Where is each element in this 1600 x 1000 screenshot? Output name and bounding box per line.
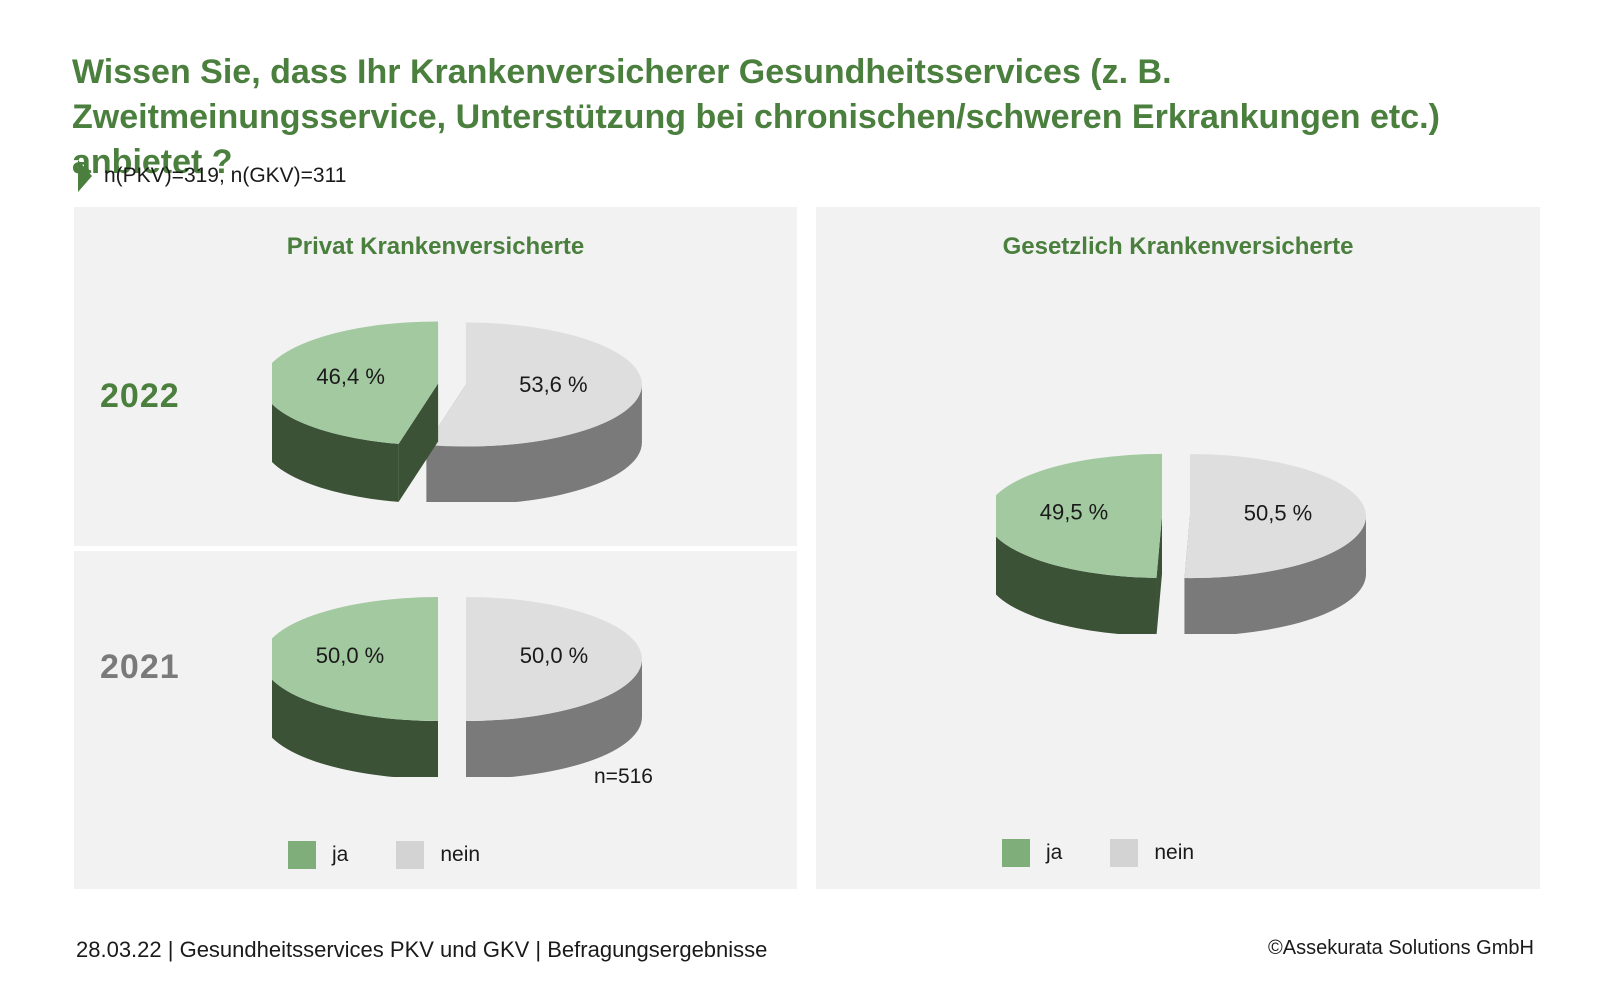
legend-swatch-ja	[1002, 839, 1030, 867]
triangle-bullet-icon	[78, 160, 92, 192]
pie-slice-nein-top	[466, 597, 642, 721]
year-label-2022: 2022	[100, 377, 180, 415]
pie-slice-ja	[272, 597, 438, 777]
legend-item-nein: nein	[1110, 839, 1194, 867]
panel-statutory-insured: Gesetzlich Krankenversicherte 49,5 % 50,5…	[816, 207, 1540, 889]
legend-label-ja: ja	[332, 843, 349, 866]
pie-slice-ja	[272, 321, 439, 502]
pie-label-nein: 50,5 %	[1244, 501, 1313, 526]
pie-slice-ja-side	[272, 403, 399, 502]
footer-source: 28.03.22 | Gesundheitsservices PKV und G…	[76, 937, 768, 962]
legend-label-nein: nein	[440, 843, 481, 866]
pie-label-ja: 46,4 %	[316, 364, 385, 389]
pie-chart-pkv-2022: 46,4 % 53,6 %	[272, 321, 642, 502]
pie-slice-nein	[466, 597, 642, 777]
panel-title-pkv: Privat Krankenversicherte	[286, 233, 585, 260]
legend-pkv: ja nein	[288, 841, 528, 869]
legend-item-nein: nein	[396, 841, 480, 869]
pie-slice-nein	[426, 322, 642, 502]
pie-slice-nein-top	[1184, 454, 1366, 579]
panel-title-gkv: Gesetzlich Krankenversicherte	[1002, 233, 1354, 260]
pie-chart-gkv: 49,5 % 50,5 %	[996, 453, 1366, 634]
pie-slice-ja-top	[272, 321, 439, 444]
legend-gkv: ja nein	[1002, 839, 1242, 867]
pie-slice-nein-side	[426, 384, 642, 502]
pie-slice-nein-side	[466, 659, 642, 777]
pie-chart-pkv-2021: 50,0 % 50,0 %	[272, 597, 642, 777]
pie-label-nein: 50,0 %	[520, 643, 589, 668]
page-title: Wissen Sie, dass Ihr Krankenversicherer …	[72, 53, 1440, 181]
pie-slice-ja-top	[996, 453, 1163, 578]
pie-slice-ja-side	[272, 679, 438, 777]
panel-divider	[74, 546, 797, 551]
panel-private-insured: Privat Krankenversicherte 2022 2021 46,4…	[74, 207, 797, 889]
pie-slice-ja-side	[996, 536, 1157, 634]
pie-slice-nein-side	[1184, 516, 1366, 634]
pie-label-ja: 49,5 %	[1040, 499, 1109, 524]
sample-size-text: n(PKV)=319, n(GKV)=311	[104, 164, 347, 187]
legend-label-nein: nein	[1154, 841, 1195, 864]
pie-slice-ja-cut-face	[1156, 515, 1163, 634]
legend-swatch-ja	[288, 841, 316, 869]
legend-swatch-nein	[396, 841, 425, 869]
legend-swatch-nein	[1110, 839, 1139, 867]
pie-slice-nein-top	[426, 322, 642, 447]
pie-slice-nein	[1184, 454, 1366, 634]
legend-label-ja: ja	[1046, 841, 1063, 864]
pie-slice-ja-top	[272, 597, 438, 721]
sample-size-note: n(PKV)=319, n(GKV)=311	[78, 160, 346, 192]
footer-copyright: ©Assekurata Solutions GmbH	[1268, 937, 1534, 959]
year-label-2021: 2021	[100, 648, 180, 686]
pie-slice-ja	[996, 453, 1163, 634]
legend-item-ja: ja	[1002, 839, 1062, 867]
legend-item-ja: ja	[288, 841, 348, 869]
pie-label-nein: 53,6 %	[519, 372, 588, 397]
sample-size-2021: n=516	[594, 765, 653, 788]
pie-slice-ja-cut-face	[398, 383, 439, 502]
pie-label-ja: 50,0 %	[316, 643, 385, 668]
